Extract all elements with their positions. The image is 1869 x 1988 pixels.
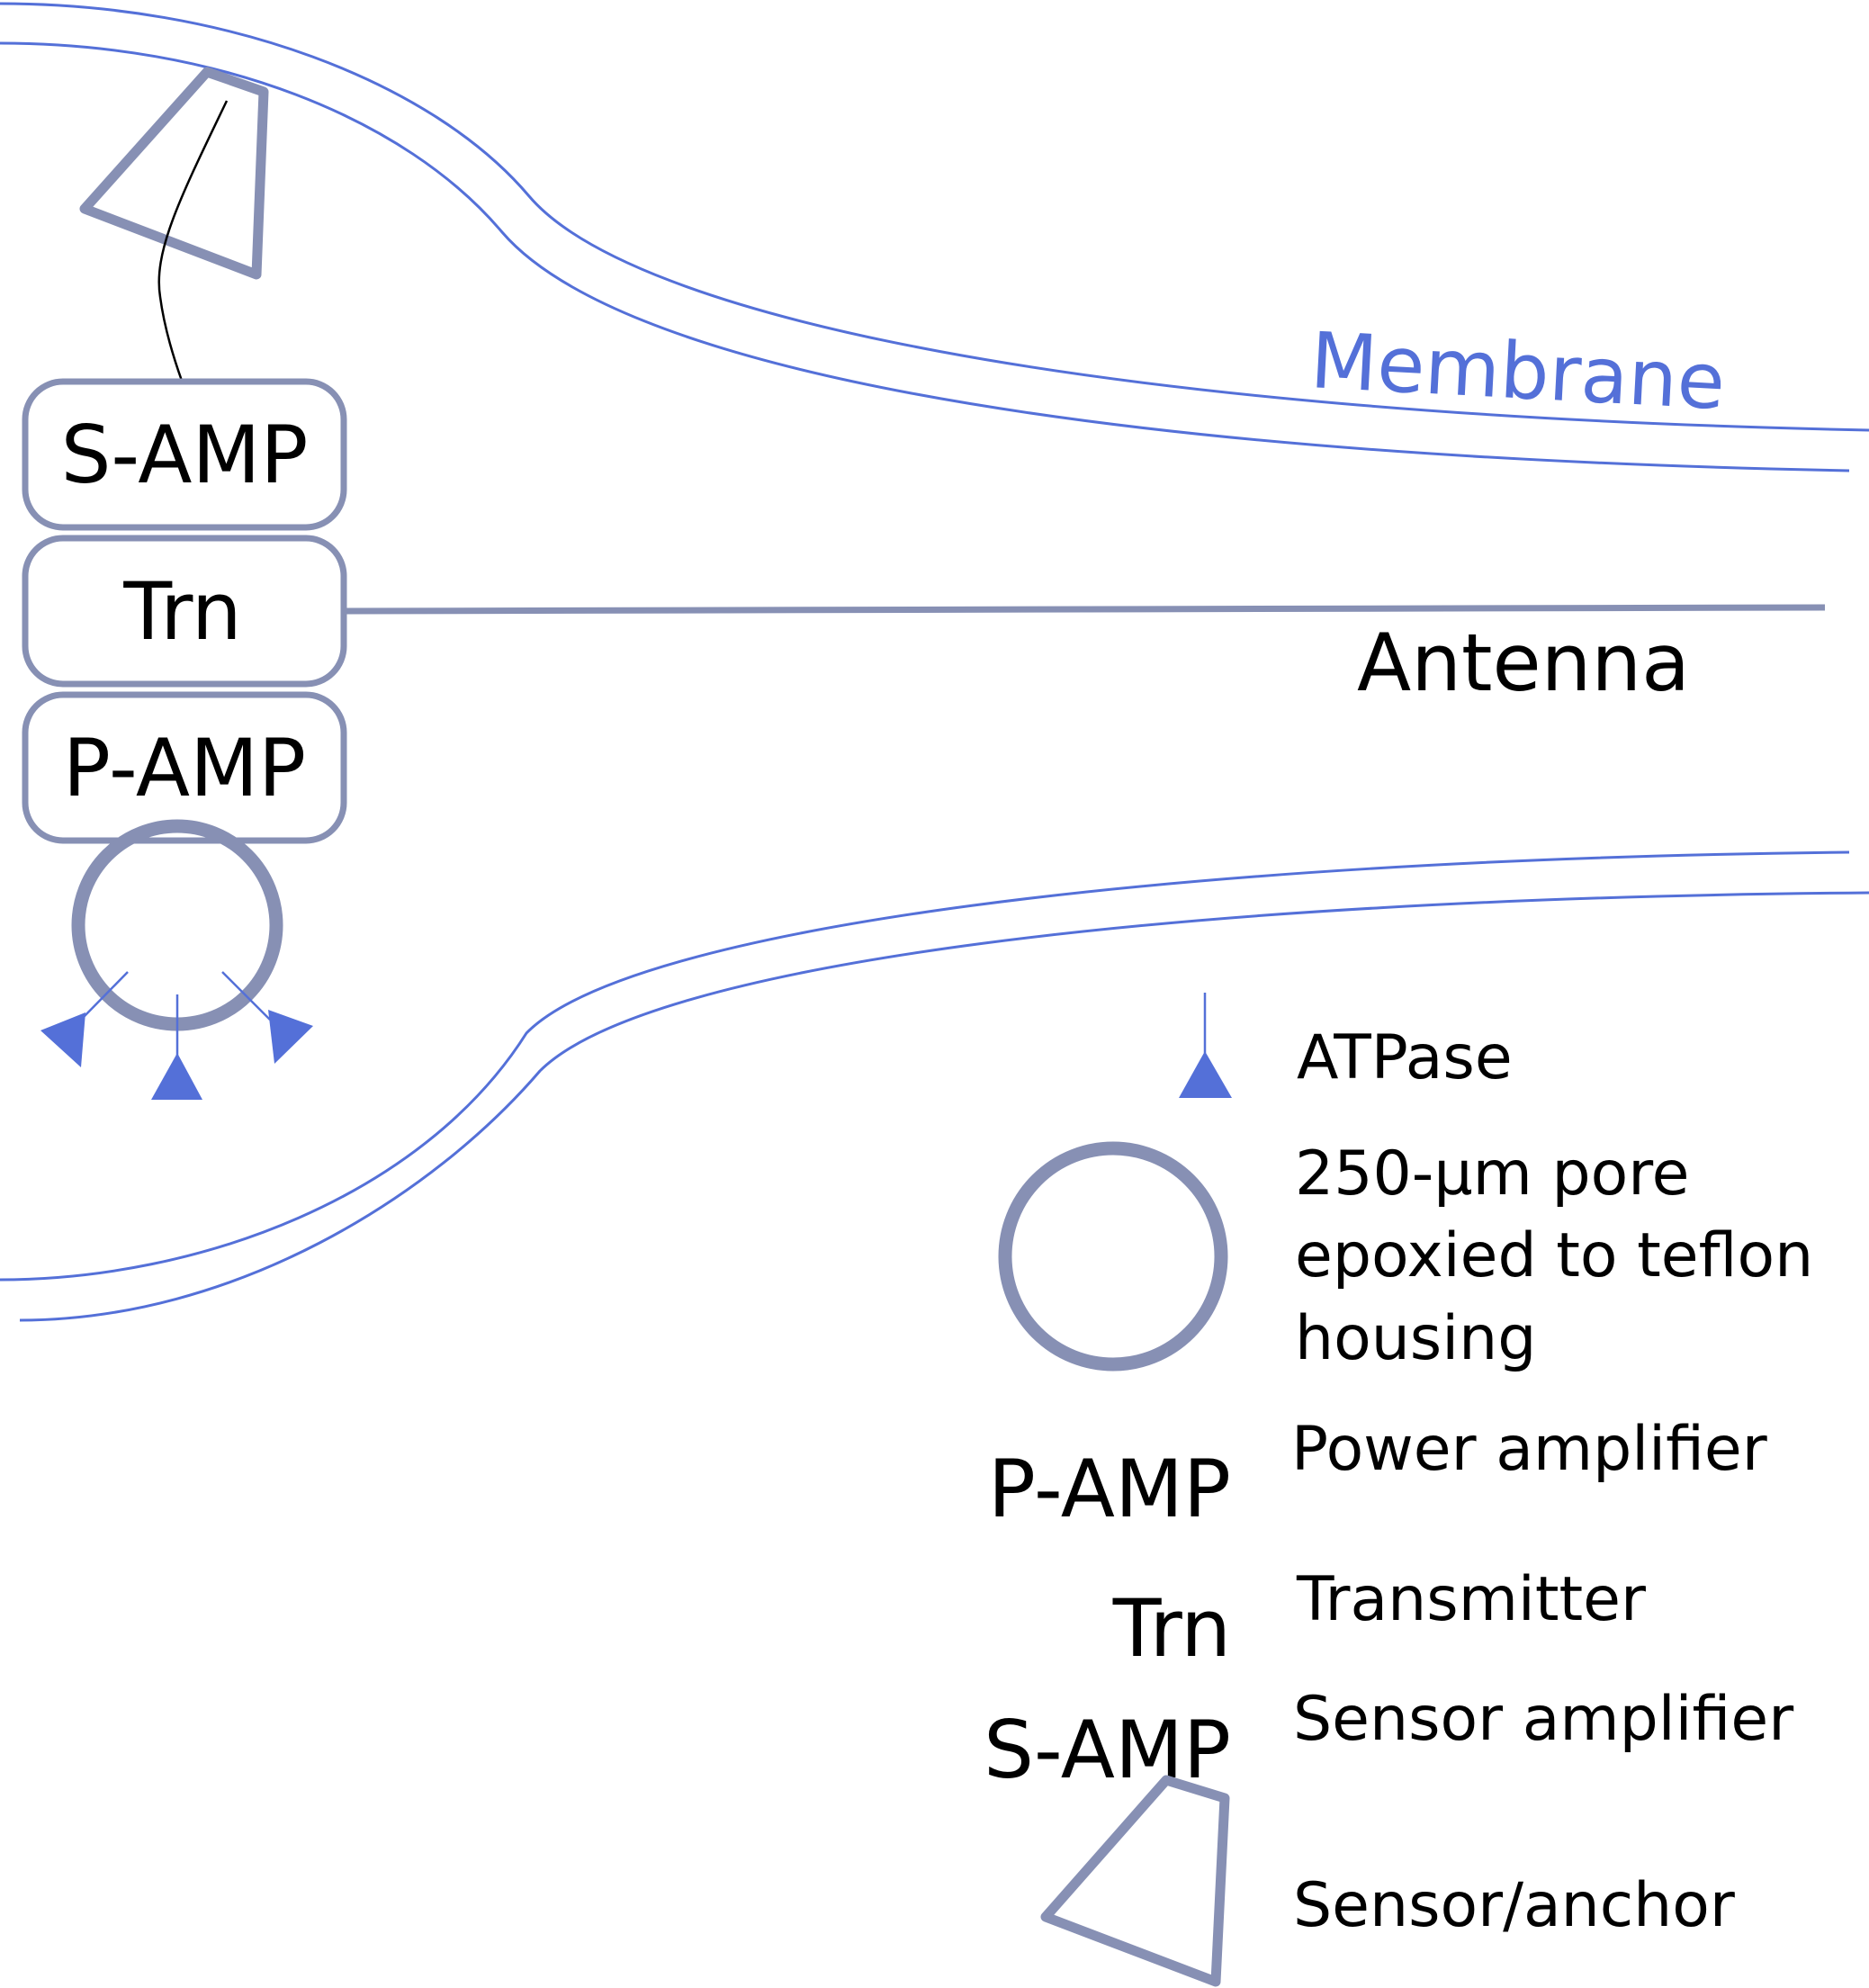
antenna-label: Antenna	[1357, 616, 1690, 709]
legend-sensor-anchor-label: Sensor/anchor	[1293, 1870, 1735, 1941]
legend-transmitter: Trn Transmitter	[1112, 1564, 1646, 1675]
sensor-lead-wire	[157, 100, 229, 382]
transmitter-label: Trn	[122, 565, 241, 658]
power-amp-label: P-AMP	[63, 722, 306, 814]
membrane-upper	[0, 2, 1869, 472]
power-amp-box	[22, 691, 347, 844]
sensor-amp-module: S-AMP	[22, 378, 347, 531]
membrane-lower	[0, 850, 1869, 1322]
legend-power-amp: P-AMP Power amplifier	[988, 1414, 1767, 1535]
power-amp-module: P-AMP	[22, 691, 347, 844]
pore-assembly	[40, 819, 313, 1100]
legend-power-amp-abbr: P-AMP	[988, 1443, 1231, 1535]
legend-pore-line2: epoxied to teflon	[1295, 1220, 1813, 1291]
legend-sensor-amp-label: Sensor amplifier	[1293, 1684, 1793, 1755]
legend-transmitter-abbr: Trn	[1112, 1582, 1231, 1675]
legend-pore: 250-µm pore epoxied to teflon housing	[998, 1138, 1813, 1374]
membrane-lower-inner-line	[0, 850, 1850, 1282]
legend-pore-icon	[998, 1141, 1228, 1372]
legend-sensor-amp-abbr: S-AMP	[984, 1704, 1231, 1796]
sensor-anchor-shape	[79, 67, 269, 280]
legend-sensor-anchor-icon	[1040, 1775, 1230, 1987]
membrane-upper-inner-line	[0, 41, 1850, 472]
sensor-amp-box	[22, 378, 347, 531]
membrane-upper-outer-line	[0, 2, 1869, 432]
legend: ATPase 250-µm pore epoxied to teflon hou…	[984, 993, 1813, 1987]
antenna-line	[343, 604, 1826, 615]
membrane-lower-outer-line	[19, 891, 1869, 1322]
atpase-bottom	[151, 994, 202, 1100]
legend-atpase-icon	[1179, 1051, 1232, 1098]
legend-transmitter-label: Transmitter	[1296, 1564, 1646, 1635]
legend-pore-line1: 250-µm pore	[1295, 1138, 1690, 1210]
atpase-right	[221, 971, 313, 1064]
legend-atpase: ATPase	[1179, 993, 1513, 1098]
legend-pore-line3: housing	[1295, 1303, 1536, 1374]
sensor-anchor	[79, 67, 269, 382]
atpase-left	[40, 971, 129, 1067]
legend-atpase-label: ATPase	[1297, 1022, 1513, 1093]
sensor-amp-label: S-AMP	[61, 409, 309, 501]
transmitter-module: Trn	[22, 535, 347, 688]
legend-power-amp-label: Power amplifier	[1291, 1414, 1767, 1485]
legend-sensor-amp: S-AMP Sensor amplifier	[984, 1684, 1793, 1796]
legend-sensor-anchor: Sensor/anchor	[1040, 1775, 1735, 1987]
membrane-label: Membrane	[1308, 316, 1728, 427]
